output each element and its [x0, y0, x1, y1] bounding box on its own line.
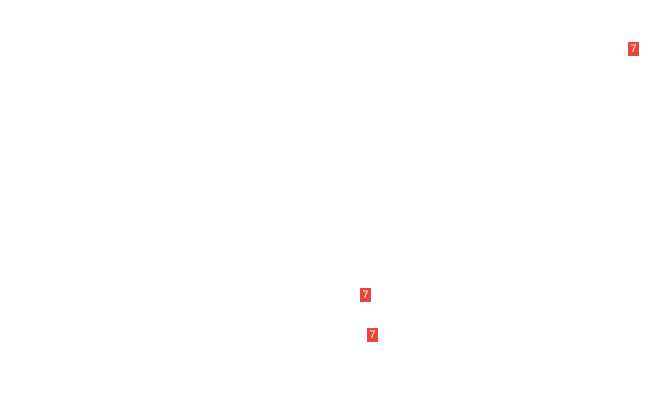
count-badge[interactable]: 7	[360, 288, 371, 302]
count-badge[interactable]: 7	[367, 328, 378, 342]
count-badge[interactable]: 7	[628, 42, 639, 56]
